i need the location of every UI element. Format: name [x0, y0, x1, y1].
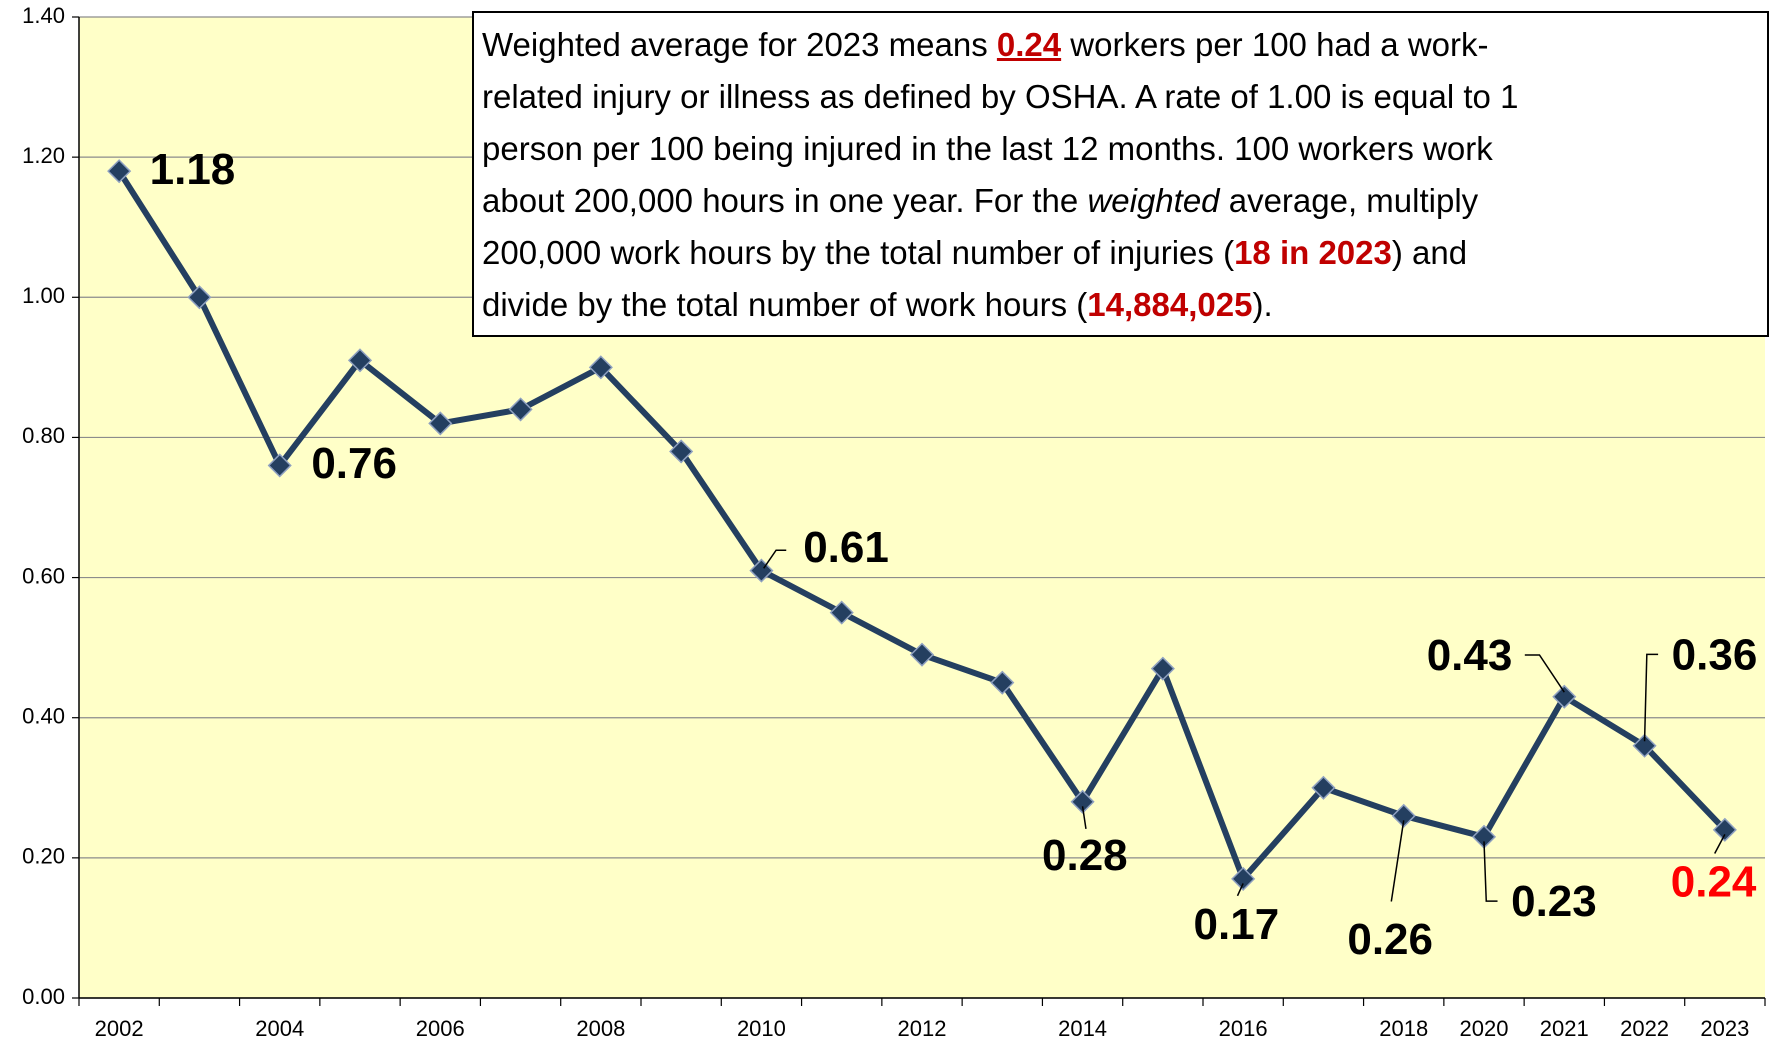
- x-tick-label: 2020: [1460, 1016, 1509, 1041]
- annotation-text: person per 100 being injured in the last…: [482, 130, 1493, 167]
- x-tick-label: 2008: [576, 1016, 625, 1041]
- x-tick-label: 2014: [1058, 1016, 1107, 1041]
- data-label: 0.43: [1427, 631, 1513, 680]
- leader-line: [1236, 883, 1244, 897]
- annotation-italic: weighted: [1087, 182, 1220, 219]
- data-label: 1.18: [150, 145, 236, 194]
- annotation-text: 200,000 work hours by the total number o…: [482, 234, 1235, 271]
- y-tick-label: 0.00: [22, 984, 65, 1009]
- annotation-highlight: 0.24: [996, 26, 1062, 63]
- leader-line: [763, 549, 787, 569]
- leader-line: [1524, 654, 1565, 693]
- marker: [1552, 684, 1577, 709]
- y-tick-label: 0.80: [22, 423, 65, 448]
- marker: [669, 439, 694, 464]
- annotation-highlight: 18 in 2023: [1234, 234, 1392, 271]
- leader-line: [1714, 833, 1726, 854]
- data-label: 0.61: [803, 523, 889, 572]
- annotation-text: ) and: [1391, 234, 1468, 271]
- y-tick-label: 0.40: [22, 704, 65, 729]
- data-label: 0.28: [1042, 831, 1128, 880]
- y-tick-label: 0.60: [22, 563, 65, 588]
- y-tick-label: 1.20: [22, 143, 65, 168]
- marker: [1391, 803, 1416, 828]
- marker: [909, 642, 935, 667]
- marker: [990, 670, 1015, 695]
- annotation-text: ).: [1252, 286, 1273, 323]
- x-tick-label: 2021: [1540, 1016, 1589, 1041]
- marker: [1150, 656, 1175, 681]
- leader-line: [1081, 806, 1087, 829]
- data-label: 0.24: [1671, 858, 1757, 907]
- data-label: 0.26: [1347, 915, 1433, 964]
- marker: [347, 348, 373, 373]
- x-tick-label: 2012: [898, 1016, 947, 1041]
- marker: [428, 411, 453, 436]
- x-tick-label: 2018: [1379, 1016, 1428, 1041]
- leader-line: [1483, 841, 1498, 902]
- x-tick-label: 2022: [1620, 1016, 1669, 1041]
- marker: [1311, 775, 1336, 800]
- marker: [107, 159, 132, 184]
- marker: [267, 453, 292, 478]
- x-tick-label: 2006: [416, 1016, 465, 1041]
- marker: [588, 355, 613, 380]
- annotation-text: average, multiply: [1219, 182, 1479, 219]
- x-tick-label: 2002: [95, 1016, 144, 1041]
- annotation-text: related injury or illness as defined by …: [482, 78, 1519, 115]
- x-tick-label: 2016: [1219, 1016, 1268, 1041]
- x-tick-label: 2023: [1700, 1016, 1749, 1041]
- annotation-text: divide by the total number of work hours…: [482, 286, 1088, 323]
- annotation-text: workers per 100 had a work-: [1061, 26, 1489, 63]
- marker: [829, 600, 854, 625]
- annotation-text: about 200,000 hours in one year. For the: [482, 182, 1088, 219]
- marker: [508, 397, 533, 422]
- x-tick-label: 2004: [255, 1016, 304, 1041]
- y-tick-label: 1.00: [22, 283, 65, 308]
- annotation-text: Weighted average for 2023 means: [482, 26, 997, 63]
- marker: [187, 285, 212, 310]
- annotation-highlight: 14,884,025: [1087, 286, 1253, 323]
- data-label: 0.23: [1511, 877, 1597, 926]
- marker: [1712, 817, 1737, 842]
- marker: [1632, 733, 1657, 758]
- data-label: 0.17: [1194, 900, 1280, 949]
- data-label: 0.36: [1672, 630, 1758, 679]
- y-tick-label: 0.20: [22, 844, 65, 869]
- marker: [749, 558, 774, 583]
- marker: [1070, 789, 1095, 814]
- data-label: 0.76: [311, 439, 397, 488]
- x-tick-label: 2010: [737, 1016, 786, 1041]
- leader-line: [1390, 820, 1405, 902]
- annotation-box: Weighted average for 2023 means 0.24 wor…: [472, 11, 1769, 337]
- y-tick-label: 1.40: [22, 3, 65, 28]
- marker: [1231, 866, 1256, 891]
- leader-line: [1643, 653, 1659, 742]
